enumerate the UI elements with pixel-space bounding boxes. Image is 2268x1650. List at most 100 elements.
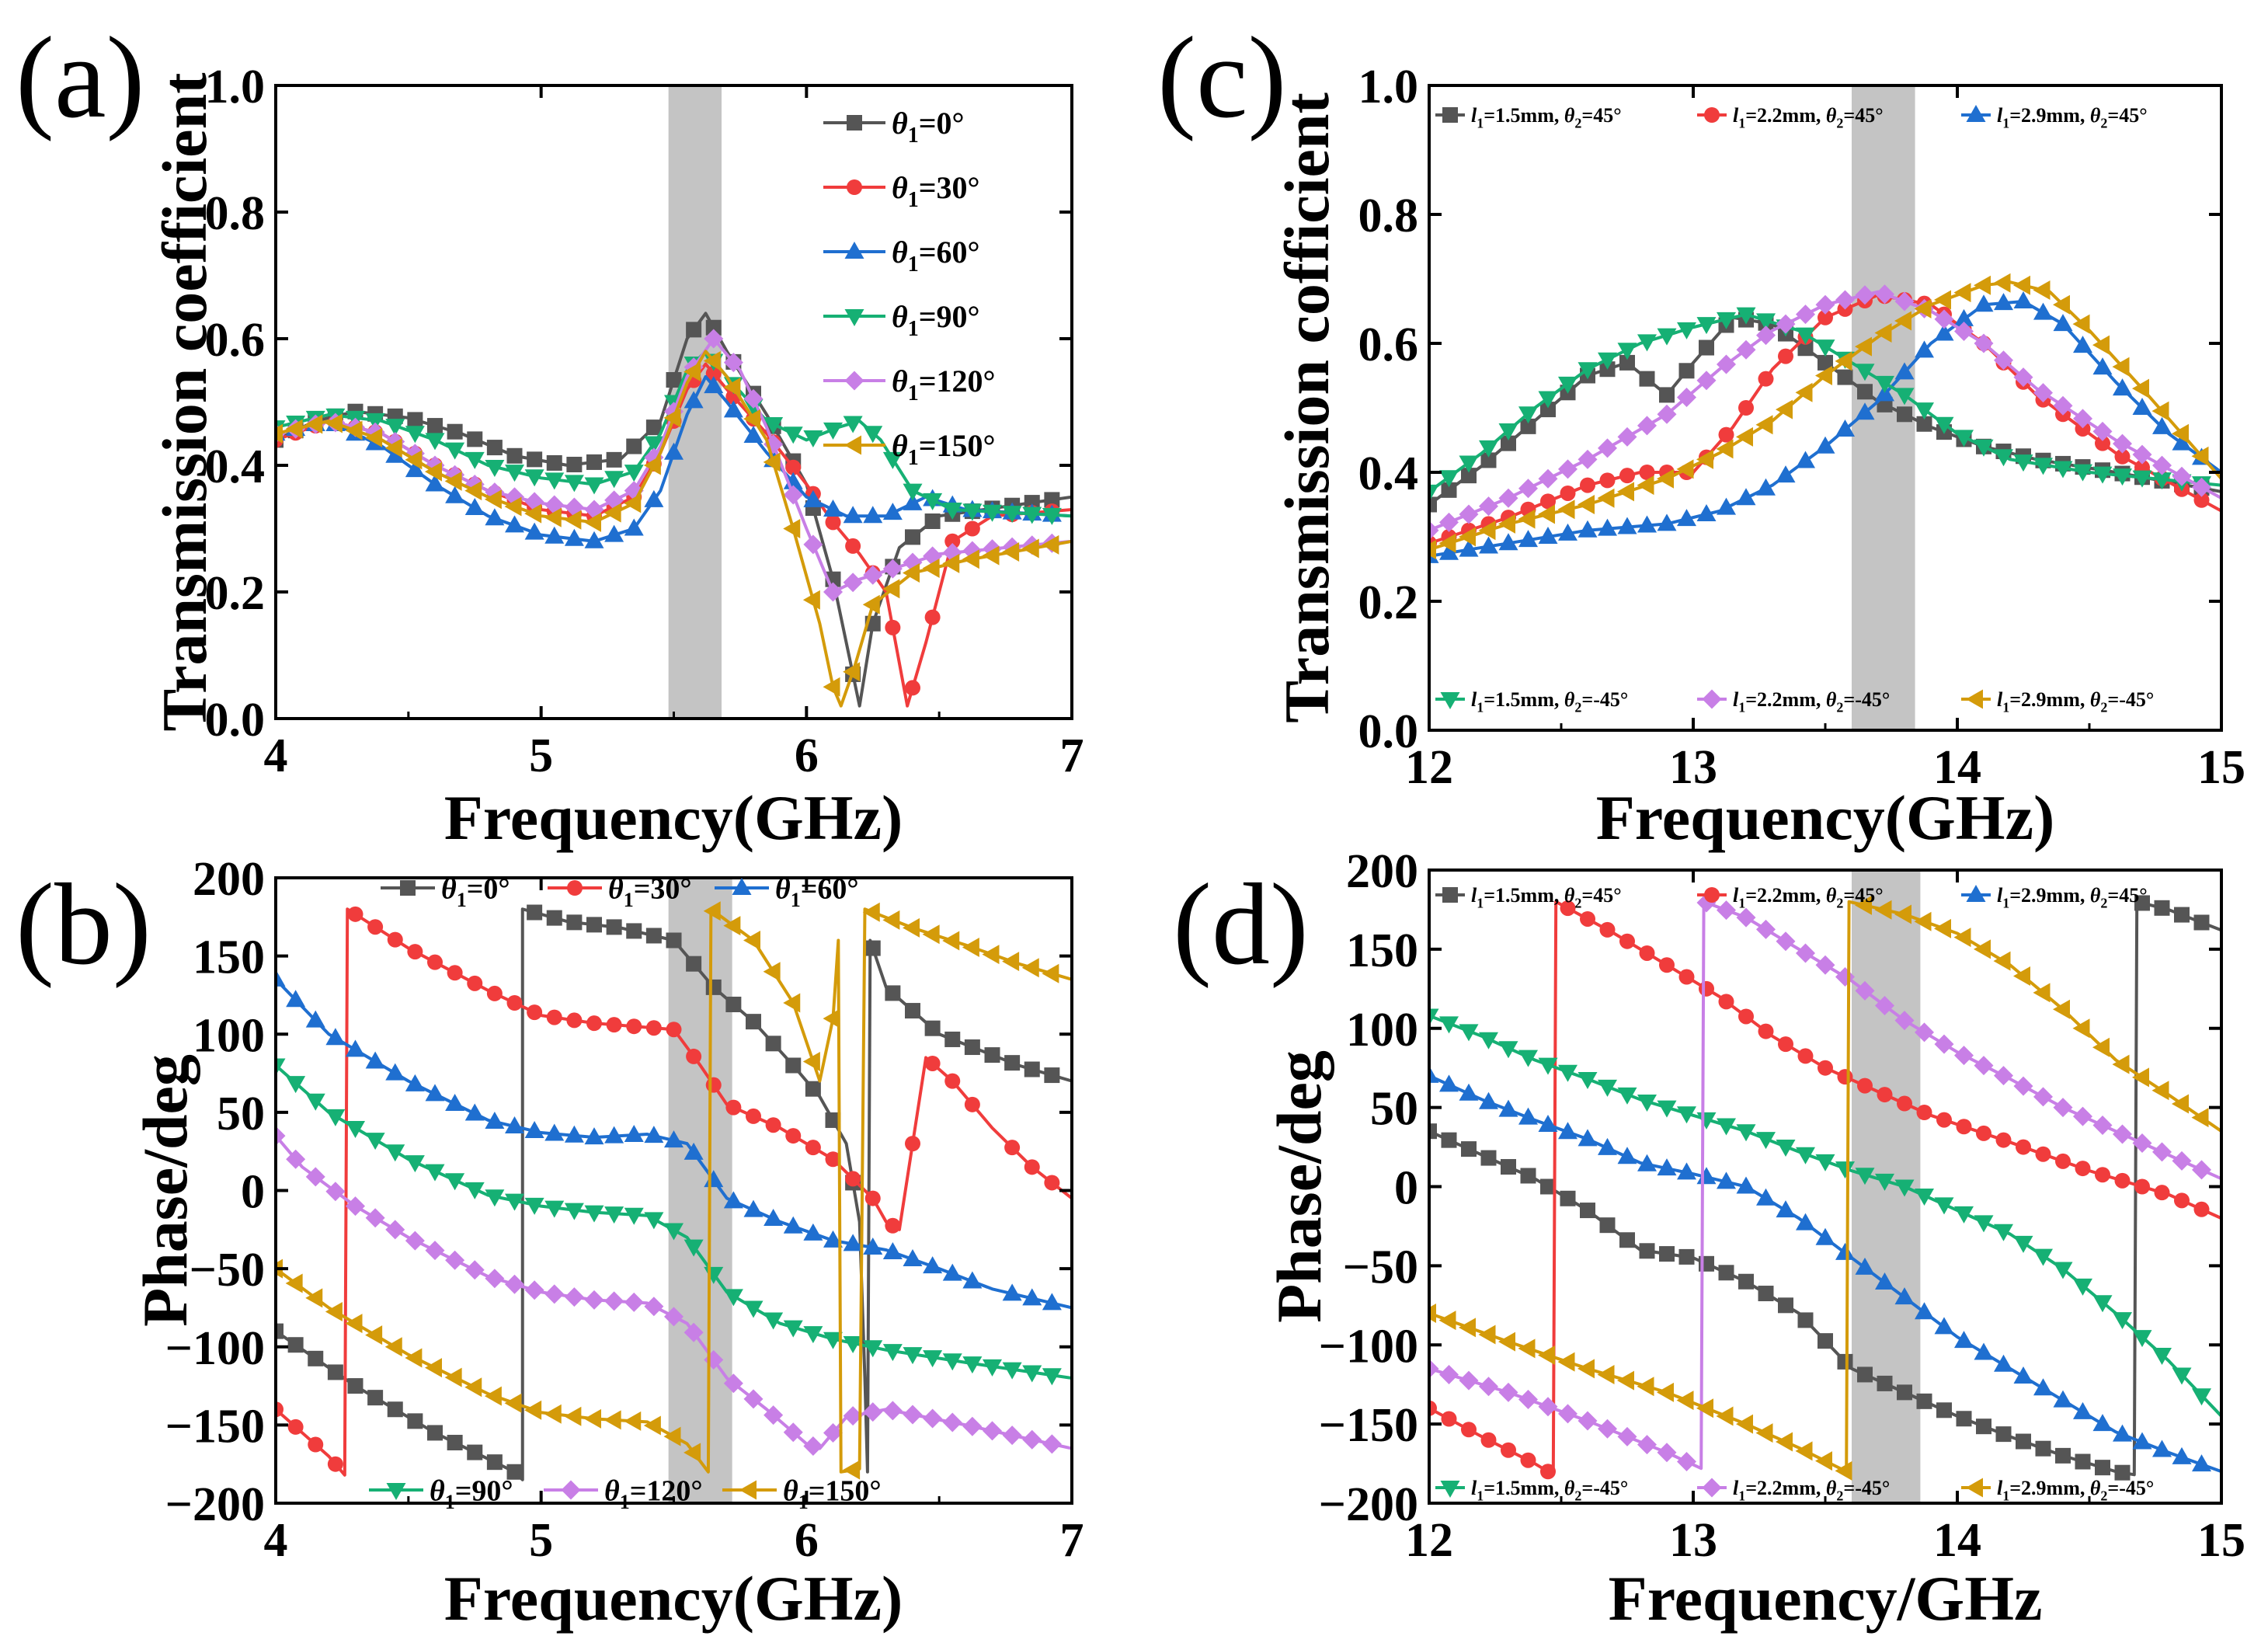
data-point — [1478, 1325, 1496, 1345]
data-point — [1716, 1406, 1734, 1426]
data-point — [2092, 1037, 2110, 1057]
data-point — [506, 1464, 523, 1480]
data-point — [1558, 523, 1578, 541]
data-point — [843, 1234, 863, 1251]
data-point — [1934, 416, 1954, 434]
data-point — [1518, 530, 1538, 548]
data-point — [1538, 1397, 1558, 1417]
data-point — [964, 1039, 980, 1056]
data-point — [584, 531, 604, 548]
x-tick-label: 4 — [264, 729, 288, 782]
data-point — [1758, 1023, 1774, 1039]
data-point — [1538, 504, 1555, 524]
data-point — [1659, 387, 1675, 403]
data-point — [1756, 1188, 1776, 1206]
data-point — [2113, 1124, 2132, 1144]
data-point — [703, 901, 721, 921]
data-point — [942, 503, 962, 520]
data-point — [962, 1271, 983, 1289]
data-point — [624, 1411, 642, 1431]
data-point — [2053, 314, 2073, 332]
data-point — [903, 1347, 923, 1365]
data-point — [285, 419, 303, 439]
data-point — [1994, 293, 2013, 311]
data-point — [1796, 451, 1815, 468]
data-point — [843, 416, 863, 433]
x-axis-title: Frequency(GHz) — [444, 782, 903, 853]
data-point — [1441, 1132, 1457, 1148]
data-point — [962, 549, 979, 569]
data-point — [2033, 1248, 2053, 1266]
y-tick-label: −150 — [165, 1400, 265, 1453]
x-tick-label: 15 — [2197, 1514, 2245, 1567]
data-point — [1894, 1179, 1915, 1197]
data-point — [2092, 357, 2113, 375]
data-point — [1501, 1159, 1516, 1175]
data-point — [1044, 1175, 1060, 1191]
data-point — [1429, 1400, 1437, 1416]
x-tick-label: 7 — [1060, 729, 1084, 782]
data-point — [1916, 1393, 1932, 1409]
data-point — [1619, 1232, 1635, 1248]
data-point — [1976, 1125, 1991, 1141]
x-tick-label: 12 — [1405, 1514, 1453, 1567]
data-point — [1479, 1377, 1498, 1397]
data-point — [644, 1212, 664, 1230]
data-point — [327, 1456, 343, 1472]
data-point — [1597, 1364, 1615, 1384]
data-point — [365, 412, 385, 430]
data-point — [2016, 1139, 2031, 1155]
data-point — [604, 1206, 624, 1224]
data-point — [2092, 466, 2113, 484]
data-point — [666, 1022, 682, 1038]
data-point — [624, 493, 642, 513]
data-point — [1637, 475, 1654, 496]
data-point — [1002, 1362, 1022, 1380]
data-point — [825, 1112, 841, 1128]
data-point — [584, 1127, 604, 1145]
legend-label: l1=1.5mm, θ2=-45° — [1471, 1477, 1628, 1503]
data-point — [1976, 1419, 1991, 1435]
data-point — [944, 533, 961, 549]
data-point — [1994, 449, 2013, 467]
data-point — [485, 460, 505, 478]
data-point — [1578, 495, 1595, 514]
data-point — [684, 1443, 701, 1463]
legend-marker — [561, 1480, 581, 1500]
data-point — [2073, 1278, 2092, 1296]
data-point — [1796, 1213, 1815, 1231]
data-point — [1894, 904, 1911, 924]
data-point — [425, 1164, 445, 1182]
data-point — [2172, 433, 2192, 451]
data-point — [2075, 1161, 2091, 1177]
data-point — [1459, 1083, 1479, 1101]
data-point — [2095, 1460, 2110, 1476]
data-point — [843, 1406, 863, 1426]
data-point — [643, 1415, 661, 1436]
data-point — [1837, 369, 1853, 385]
data-point — [2112, 357, 2130, 377]
data-point — [644, 489, 664, 507]
data-point — [527, 451, 543, 468]
data-point — [405, 1155, 425, 1173]
data-point — [544, 1404, 562, 1424]
data-point — [276, 1323, 284, 1339]
data-point — [1936, 1112, 1952, 1128]
data-point — [704, 329, 724, 349]
data-point — [1815, 955, 1835, 975]
data-point — [1915, 402, 1934, 420]
data-point — [2132, 398, 2152, 415]
data-point — [1560, 1190, 1576, 1206]
data-point — [367, 1390, 384, 1406]
x-tick-label: 6 — [795, 729, 819, 782]
data-point — [1439, 542, 1459, 560]
data-point — [1974, 1215, 1994, 1233]
legend-marker — [1702, 1478, 1722, 1498]
data-point — [2113, 433, 2132, 454]
data-point — [325, 1182, 346, 1202]
legend-entry-6: θ1=150° — [823, 428, 996, 470]
x-axis-title: Frequency(GHz) — [1596, 782, 2055, 853]
data-point — [425, 1241, 445, 1261]
data-point — [604, 1126, 624, 1144]
data-point — [885, 619, 901, 635]
